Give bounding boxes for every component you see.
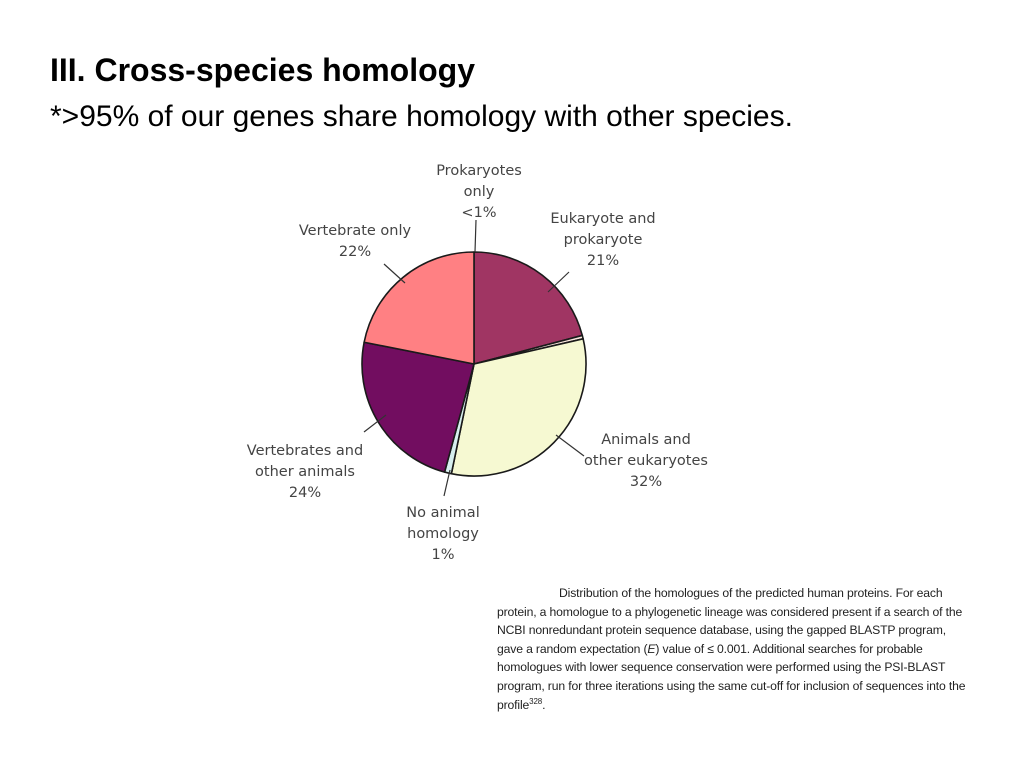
leader-line-animals-euk <box>555 434 585 457</box>
pie-slice-euk-prok <box>473 251 584 365</box>
leader-line-vert-only <box>383 263 406 284</box>
leader-line-prok-only <box>474 219 477 253</box>
pie-label-animals-euk: Animals and other eukaryotes 32% <box>584 432 708 490</box>
pie-label-vert-only: Vertebrate only 22% <box>299 223 412 260</box>
slide-title: III. Cross-species homology <box>50 52 475 88</box>
pie-slice-vert-animals <box>361 341 475 473</box>
caption-text-1: Distribution of the homologues of the pr… <box>497 586 963 656</box>
pie-label-no-animal: No animal homology 1% <box>406 505 479 563</box>
pie-slice-animals-euk <box>450 338 587 477</box>
caption-italic-e: E <box>647 641 656 656</box>
pie-labels: Eukaryote and prokaryote 21% Prokaryotes onl… <box>247 163 708 563</box>
pie-label-line: 32% <box>630 474 662 490</box>
pie-label-line: 21% <box>587 253 619 269</box>
caption-text-2: ) value of ≤ 0.001. Additional searches … <box>497 641 966 712</box>
pie-label-vert-animals: Vertebrates and other animals 24% <box>247 443 363 501</box>
pie-label-line: Vertebrate only <box>299 223 412 239</box>
pie-label-prok-only: Prokaryotes only <1% <box>436 163 522 221</box>
pie-label-line: No animal <box>406 505 479 521</box>
slide-subtitle: *>95% of our genes share homology with o… <box>50 100 793 133</box>
figure-caption: Distribution of the homologues of the pr… <box>497 584 967 714</box>
pie-label-line: Animals and <box>601 432 691 448</box>
pie-label-line: prokaryote <box>564 232 643 248</box>
pie-label-line: 1% <box>431 547 454 563</box>
pie-label-line: 24% <box>289 485 321 501</box>
pie-label-line: Prokaryotes <box>436 163 522 179</box>
leader-line-vert-animals <box>363 414 387 433</box>
leader-line-no-animal <box>443 469 451 497</box>
caption-reference: 328 <box>529 696 543 706</box>
pie-slice-vert-only <box>363 251 475 365</box>
pie-label-euk-prok: Eukaryote and prokaryote 21% <box>550 211 655 269</box>
pie-label-line: other eukaryotes <box>584 453 708 469</box>
pie-slices <box>361 251 587 477</box>
leader-line-euk-prok <box>547 271 570 293</box>
pie-label-line: Vertebrates and <box>247 443 363 459</box>
pie-leader-lines <box>363 219 585 497</box>
pie-label-line: Eukaryote and <box>550 211 655 227</box>
caption-text-3: . <box>542 697 546 712</box>
pie-label-line: 22% <box>339 244 371 260</box>
pie-label-line: homology <box>407 526 479 542</box>
pie-label-line: only <box>464 184 495 200</box>
pie-label-line: other animals <box>255 464 355 480</box>
pie-label-line: <1% <box>461 205 496 221</box>
